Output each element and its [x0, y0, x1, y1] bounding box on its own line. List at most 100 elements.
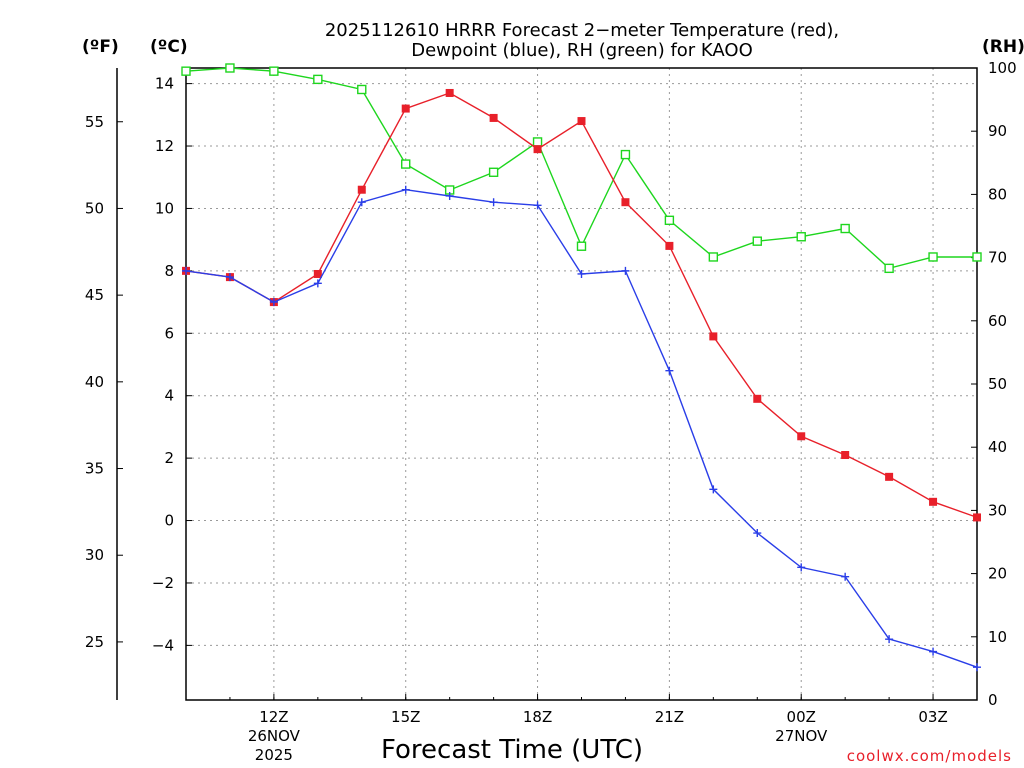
- celsius-tick-label: 12: [155, 137, 174, 155]
- dewpoint-point: [841, 572, 850, 581]
- fahrenheit-tick-label: 55: [85, 113, 104, 131]
- celsius-tick-label: 6: [164, 324, 174, 342]
- dewpoint-point: [577, 269, 586, 278]
- dewpoint-point: [489, 198, 498, 207]
- celsius-tick-label: 0: [164, 512, 174, 530]
- rh-point: [796, 232, 806, 242]
- rh-tick-label: 40: [988, 438, 1007, 456]
- celsius-tick-label: 8: [164, 262, 174, 280]
- temperature-point: [665, 241, 674, 250]
- dewpoint-point: [313, 279, 322, 288]
- rh-point: [225, 63, 235, 73]
- dewpoint-point: [973, 663, 981, 672]
- dewpoint-point: [885, 635, 894, 644]
- x-tick-label: 00Z: [787, 708, 816, 726]
- x-tick-label: 12Z: [259, 708, 288, 726]
- rh-tick-label: 70: [988, 249, 1007, 267]
- dewpoint-line: [185, 188, 978, 668]
- dewpoint-point: [445, 191, 454, 200]
- temperature-point: [533, 145, 542, 154]
- temperature-point: [841, 451, 850, 460]
- celsius-tick-label: 14: [155, 75, 174, 93]
- temperature-point: [709, 332, 718, 341]
- rh-point: [840, 223, 850, 234]
- celsius-tick-label: 10: [155, 199, 174, 217]
- x-tick-label: 03Z: [918, 708, 947, 726]
- fahrenheit-tick-label: 30: [85, 546, 104, 564]
- x-tick-label: 18Z: [523, 708, 552, 726]
- rh-point: [708, 252, 719, 262]
- x-tick-label: 21Z: [655, 708, 684, 726]
- site-credit: coolwx.com/models: [847, 747, 1012, 765]
- rh-unit-label: (RH): [982, 37, 1024, 57]
- temperature-point: [621, 198, 630, 207]
- dewpoint-point: [533, 201, 542, 210]
- chart-title-line1: 2025112610 HRRR Forecast 2−meter Tempera…: [325, 20, 839, 41]
- rh-point: [664, 215, 675, 226]
- temperature-point: [401, 104, 410, 113]
- dewpoint-point: [225, 273, 234, 282]
- rh-tick-label: 60: [988, 312, 1007, 330]
- dewpoint-point: [929, 647, 938, 656]
- temperature-point: [313, 269, 322, 278]
- rh-line: [185, 67, 977, 270]
- rh-point: [313, 74, 323, 85]
- temperature-point: [489, 113, 498, 122]
- fahrenheit-unit-label: (ºF): [82, 37, 119, 57]
- x-tick-date-label: 26NOV: [248, 727, 301, 745]
- x-tick-date-label: 27NOV: [775, 727, 828, 745]
- rh-point: [620, 149, 631, 160]
- rh-point: [576, 241, 587, 251]
- rh-point: [752, 236, 762, 246]
- celsius-tick-label: −2: [152, 574, 174, 592]
- dewpoint-point: [401, 185, 410, 194]
- grid-lines: [186, 68, 977, 700]
- data-series: [181, 63, 982, 672]
- temperature-line: [185, 92, 978, 519]
- x-axis-title: Forecast Time (UTC): [381, 735, 643, 765]
- dewpoint-point: [182, 266, 190, 275]
- temperature-point: [357, 185, 366, 194]
- dewpoint-point: [709, 485, 718, 494]
- temperature-point: [577, 117, 586, 126]
- dewpoint-point: [269, 298, 278, 307]
- fahrenheit-tick-label: 50: [85, 199, 104, 217]
- celsius-tick-label: −4: [152, 636, 174, 654]
- chart-title-line2: Dewpoint (blue), RH (green) for KAOO: [411, 40, 753, 61]
- plot-frame: [185, 67, 978, 701]
- rh-point: [181, 66, 191, 76]
- fahrenheit-tick-label: 25: [85, 633, 104, 651]
- rh-point: [972, 252, 982, 262]
- temperature-point: [885, 472, 894, 481]
- rh-point: [269, 66, 279, 76]
- rh-tick-label: 30: [988, 501, 1007, 519]
- rh-point: [401, 159, 411, 169]
- dewpoint-point: [753, 529, 762, 538]
- rh-tick-label: 0: [988, 691, 998, 709]
- celsius-unit-label: (ºC): [150, 37, 188, 57]
- rh-tick-label: 10: [988, 628, 1007, 646]
- temperature-point: [797, 432, 806, 441]
- rh-point: [928, 252, 938, 262]
- dewpoint-point: [357, 198, 366, 207]
- celsius-tick-label: 4: [164, 387, 174, 405]
- rh-point: [532, 137, 543, 147]
- fahrenheit-tick-label: 40: [85, 373, 104, 391]
- rh-point: [357, 84, 367, 95]
- dewpoint-point: [797, 563, 806, 572]
- rh-point: [488, 167, 499, 177]
- dewpoint-point: [665, 366, 674, 375]
- x-tick-year-label: 2025: [255, 746, 293, 764]
- axis-ticks: 14121086420−2−45550454035302510090807060…: [85, 59, 1017, 764]
- temperature-point: [445, 88, 454, 97]
- temperature-point: [753, 394, 762, 403]
- rh-tick-label: 100: [988, 59, 1017, 77]
- temperature-point: [973, 513, 981, 522]
- dewpoint-point: [621, 266, 630, 275]
- fahrenheit-tick-label: 45: [85, 286, 104, 304]
- rh-point: [884, 263, 894, 274]
- rh-tick-label: 90: [988, 122, 1007, 140]
- rh-tick-label: 80: [988, 185, 1007, 203]
- fahrenheit-tick-label: 35: [85, 460, 104, 478]
